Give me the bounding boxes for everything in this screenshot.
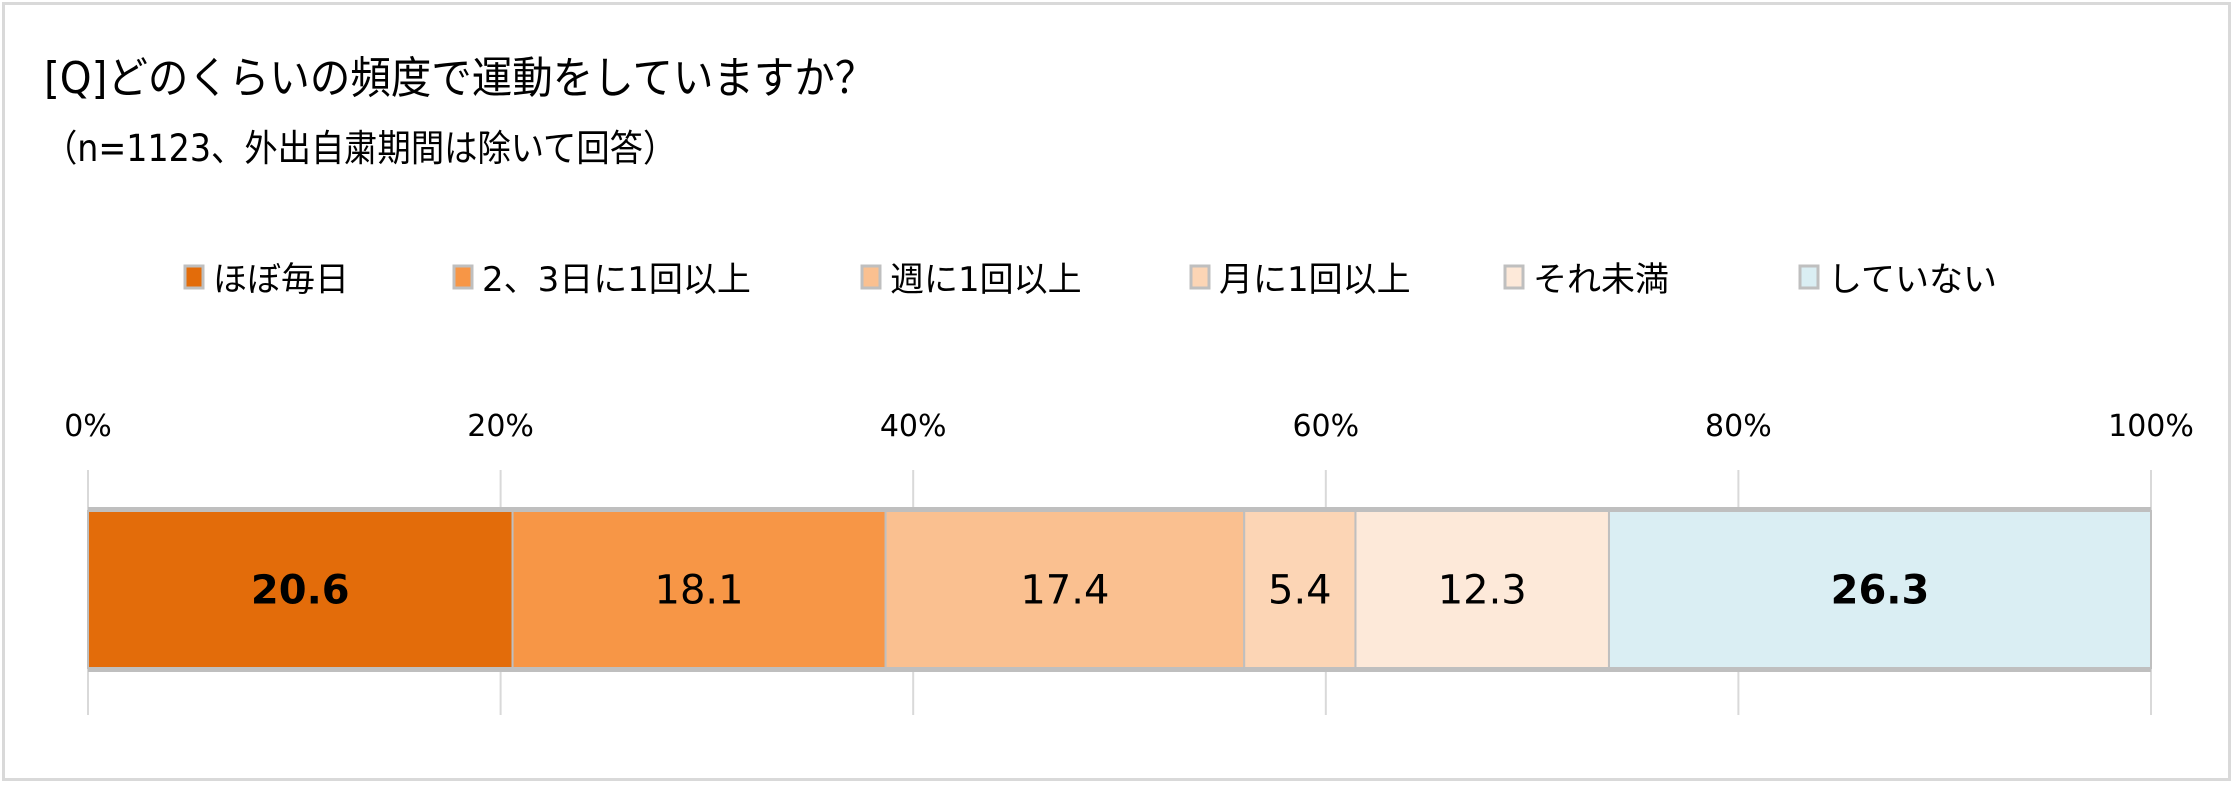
x-tick-label: 80% bbox=[1705, 409, 1772, 444]
x-tick-label: 20% bbox=[467, 409, 534, 444]
legend-label: 月に1回以上 bbox=[1219, 260, 1411, 300]
legend-label: していない bbox=[1828, 260, 1997, 300]
legend-marker bbox=[452, 264, 474, 290]
legend-label: 週に1回以上 bbox=[890, 260, 1082, 300]
bar-segment bbox=[1607, 510, 2152, 669]
x-tick-label: 60% bbox=[1292, 409, 1359, 444]
bar-segment bbox=[1354, 510, 1610, 669]
chart-title: [Q]どのくらいの頻度で運動をしていますか？ bbox=[44, 53, 876, 104]
bar-segment bbox=[884, 510, 1246, 669]
chart-subtitle: （n=1123、外出自粛期間は除いて回答） bbox=[44, 127, 677, 170]
x-tick-label: 40% bbox=[880, 409, 947, 444]
legend-marker bbox=[1189, 264, 1211, 290]
data-label: 18.1 bbox=[655, 568, 744, 614]
legend-label: 2、3日に1回以上 bbox=[482, 260, 751, 300]
legend-marker bbox=[183, 264, 205, 290]
x-tick-label: 100% bbox=[2108, 409, 2194, 444]
data-label: 26.3 bbox=[1831, 568, 1930, 614]
legend-label: ほぼ毎日 bbox=[213, 260, 349, 300]
bar-segment bbox=[511, 510, 887, 669]
legend-label: それ未満 bbox=[1533, 260, 1669, 300]
x-tick-label: 0% bbox=[64, 409, 112, 444]
legend-marker bbox=[1503, 264, 1525, 290]
bar-segment bbox=[87, 510, 514, 669]
data-label: 20.6 bbox=[251, 568, 350, 614]
legend-marker bbox=[1798, 264, 1820, 290]
data-label: 5.4 bbox=[1268, 568, 1332, 614]
bar-segment bbox=[1243, 510, 1357, 669]
data-label: 12.3 bbox=[1438, 568, 1527, 614]
data-label: 17.4 bbox=[1020, 568, 1109, 614]
legend-marker bbox=[860, 264, 882, 290]
